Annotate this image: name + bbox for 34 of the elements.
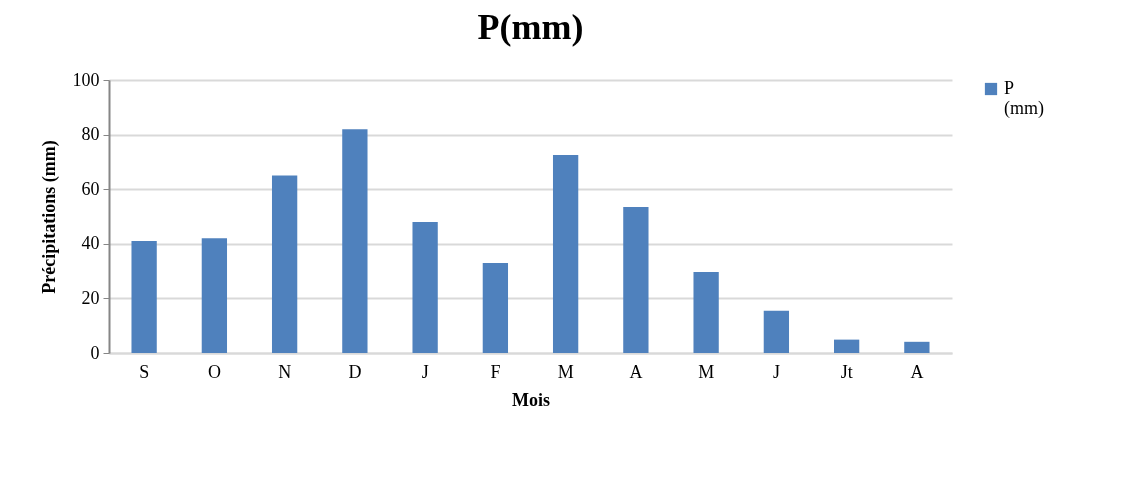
y-tick-label: 40 <box>81 233 100 254</box>
x-tick-label: S <box>139 361 150 382</box>
bar <box>552 155 579 353</box>
legend-label: P (mm) <box>1004 78 1044 119</box>
x-tick-label: M <box>698 361 715 382</box>
bar <box>342 129 368 353</box>
y-tick-label: 60 <box>81 178 100 199</box>
y-axis-title: Précipitations (mm) <box>38 140 60 294</box>
y-tick-label: 0 <box>90 342 100 363</box>
bar <box>623 206 649 353</box>
bar <box>271 175 298 353</box>
x-tick-label: J <box>421 361 429 382</box>
bar <box>763 310 790 353</box>
bar <box>201 238 228 353</box>
bar <box>833 339 860 353</box>
x-axis-title: Mois <box>512 389 550 410</box>
bar <box>904 341 930 353</box>
y-tick-label: 20 <box>81 287 100 308</box>
x-tick-label: D <box>348 361 362 382</box>
chart-title: P(mm) <box>477 7 584 47</box>
x-tick-label: O <box>207 361 221 382</box>
x-tick-label: F <box>490 361 501 382</box>
x-tick-label: N <box>278 361 292 382</box>
x-tick-label: A <box>629 361 643 382</box>
bar <box>693 271 719 353</box>
bar <box>412 221 438 353</box>
bar <box>482 262 509 353</box>
y-tick-label: 100 <box>72 69 100 90</box>
x-tick-label: M <box>557 361 574 382</box>
x-tick-label: J <box>772 361 780 382</box>
x-tick-label: A <box>910 361 924 382</box>
x-tick-label: Jt <box>840 361 853 382</box>
y-tick-label: 80 <box>81 124 100 145</box>
bar <box>131 241 157 353</box>
